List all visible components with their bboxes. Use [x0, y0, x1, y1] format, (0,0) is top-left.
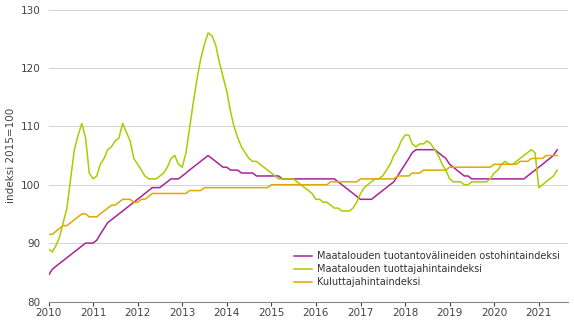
Line: Maatalouden tuottajahintaindeksi: Maatalouden tuottajahintaindeksi [48, 33, 557, 252]
Line: Kuluttajahintaindeksi: Kuluttajahintaindeksi [48, 156, 557, 234]
Legend: Maatalouden tuotantovälineiden ostohintaindeksi, Maatalouden tuottajahintaindeks: Maatalouden tuotantovälineiden ostohinta… [290, 247, 564, 291]
Y-axis label: indeksi 2015=100: indeksi 2015=100 [6, 108, 15, 203]
Line: Maatalouden tuotantovälineiden ostohintaindeksi: Maatalouden tuotantovälineiden ostohinta… [48, 150, 557, 275]
